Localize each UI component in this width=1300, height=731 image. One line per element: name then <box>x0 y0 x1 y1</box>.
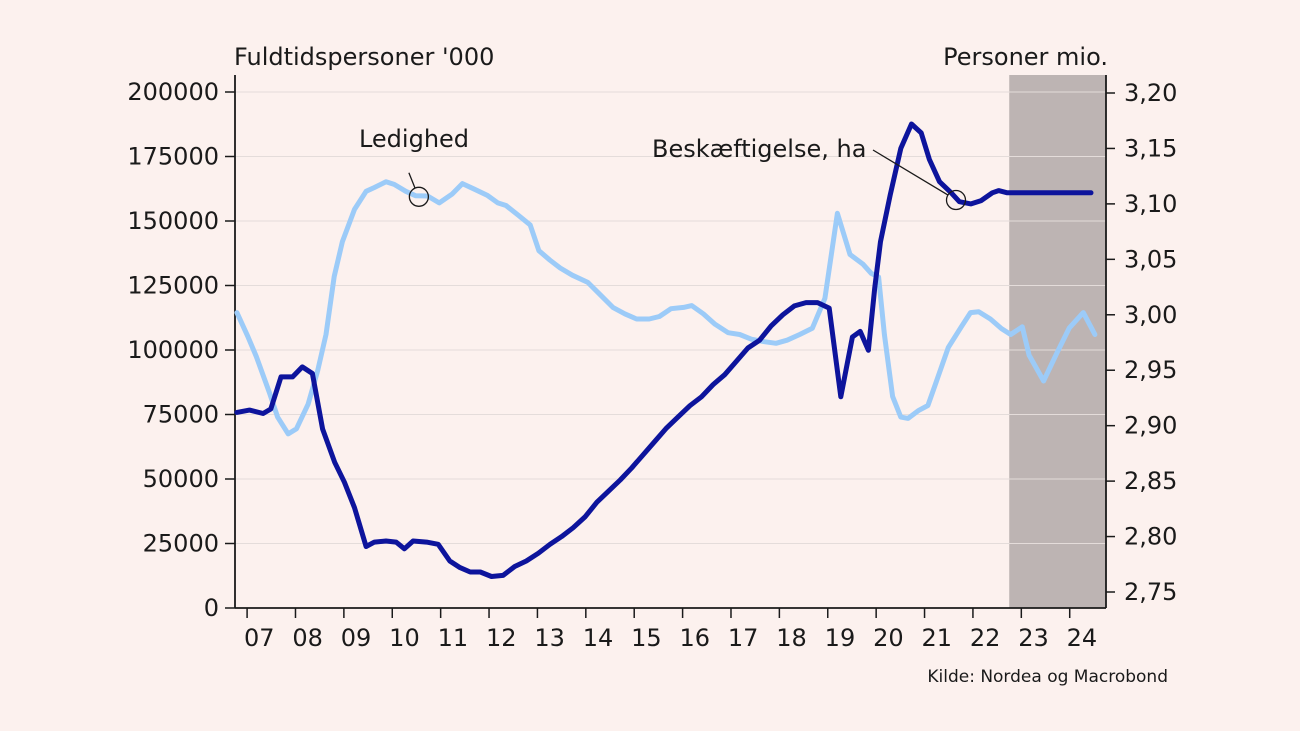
left-tick-label: 50000 <box>143 465 219 493</box>
x-tick-label: 21 <box>921 624 952 652</box>
x-tick-label: 13 <box>534 624 565 652</box>
series-line-1 <box>234 121 1094 579</box>
left-y-axis-ticks: 0 25000 50000 75000 100000 125000 150000 175000… <box>127 78 235 622</box>
x-tick-label: 15 <box>631 624 662 652</box>
right-tick-label: 3,10 <box>1124 190 1177 218</box>
left-axis-title: Fuldtidspersoner '000 <box>234 43 494 71</box>
x-tick-label: 14 <box>583 624 614 652</box>
right-tick-label: 3,20 <box>1124 79 1177 107</box>
left-tick-label: 200000 <box>127 78 219 106</box>
right-tick-label: 3,00 <box>1124 301 1177 329</box>
right-y-axis-ticks: 2,75 2,80 2,85 2,90 2,95 3,00 3,05 3,10 3,15 3,20 <box>1106 79 1177 606</box>
annotation-marker <box>945 189 967 211</box>
left-tick-label: 75000 <box>143 401 219 429</box>
annotations: Ledighed Beskæftigelse, ha <box>359 125 967 211</box>
annotation-label: Beskæftigelse, ha <box>652 135 866 163</box>
left-tick-label: 0 <box>204 594 219 622</box>
x-tick-label: 12 <box>486 624 517 652</box>
x-tick-label: 11 <box>438 624 469 652</box>
x-tick-label: 18 <box>776 624 807 652</box>
left-tick-label: 25000 <box>143 530 219 558</box>
right-tick-label: 2,90 <box>1124 412 1177 440</box>
x-tick-label: 20 <box>873 624 904 652</box>
left-tick-label: 175000 <box>127 143 219 171</box>
left-tick-label: 100000 <box>127 336 219 364</box>
annotation-leader <box>872 149 949 196</box>
x-tick-label: 07 <box>244 624 275 652</box>
x-axis-ticks: 07 08 09 10 11 12 13 14 15 16 17 18 19 20 21 22 23 24 <box>244 608 1097 652</box>
x-tick-label: 19 <box>825 624 856 652</box>
x-tick-label: 24 <box>1067 624 1098 652</box>
axes <box>234 75 1107 609</box>
x-tick-label: 08 <box>292 624 323 652</box>
x-tick-label: 23 <box>1018 624 1049 652</box>
x-tick-label: 22 <box>970 624 1001 652</box>
annotation-marker <box>408 186 430 207</box>
x-tick-label: 09 <box>341 624 372 652</box>
annotation-label: Ledighed <box>359 125 469 153</box>
right-axis-title: Personer mio. <box>943 43 1108 71</box>
left-tick-label: 125000 <box>127 272 219 300</box>
x-tick-label: 10 <box>389 624 420 652</box>
right-tick-label: 2,95 <box>1124 356 1177 384</box>
x-tick-label: 17 <box>728 624 759 652</box>
annotation-leader <box>408 172 416 189</box>
x-tick-label: 16 <box>680 624 711 652</box>
series-line-0 <box>234 179 1098 437</box>
right-tick-label: 3,15 <box>1124 134 1177 162</box>
right-tick-label: 2,85 <box>1124 467 1177 495</box>
source-note: Kilde: Nordea og Macrobond <box>927 667 1168 687</box>
right-tick-label: 2,75 <box>1124 578 1177 606</box>
right-tick-label: 3,05 <box>1124 245 1177 273</box>
series-lines <box>234 121 1098 579</box>
left-tick-label: 150000 <box>127 207 219 235</box>
right-tick-label: 2,80 <box>1124 523 1177 551</box>
